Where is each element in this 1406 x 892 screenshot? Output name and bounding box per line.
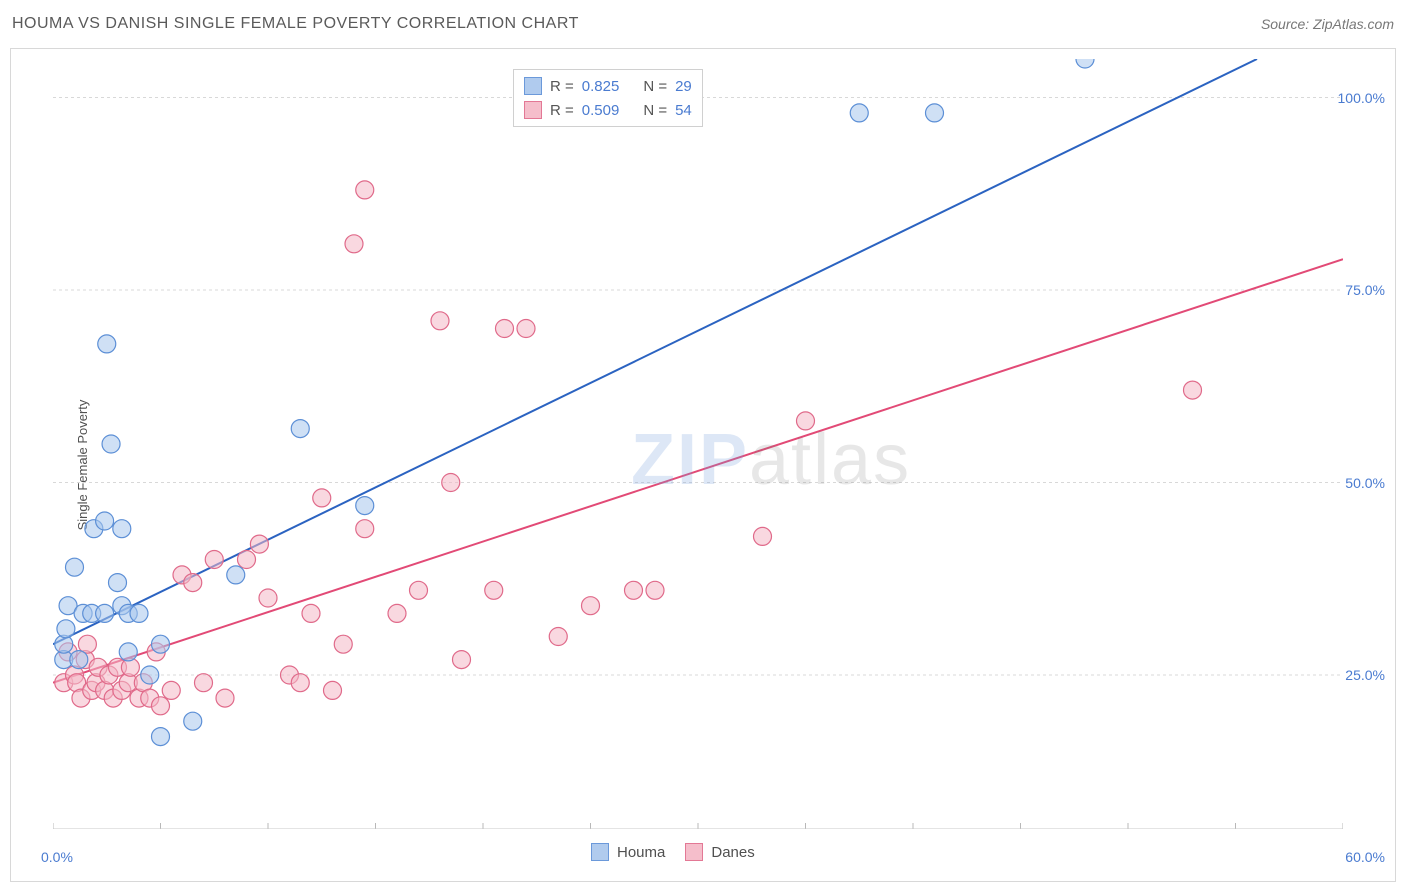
legend-swatch [524, 101, 542, 119]
x-tick-label-max: 60.0% [1345, 849, 1385, 865]
legend-n-label: N = [643, 102, 667, 119]
y-tick-label: 100.0% [1338, 90, 1385, 106]
chart-title: HOUMA VS DANISH SINGLE FEMALE POVERTY CO… [12, 15, 579, 33]
legend-series-item: Danes [685, 843, 754, 861]
legend-row: R = 0.509 N = 54 [524, 98, 692, 122]
legend-series-label: Houma [617, 844, 665, 861]
legend-correlation: R = 0.825 N = 29 R = 0.509 N = 54 [513, 69, 703, 127]
legend-n-value: 54 [675, 102, 692, 119]
legend-series-item: Houma [591, 843, 665, 861]
y-tick-label: 75.0% [1345, 282, 1385, 298]
x-tick-label-min: 0.0% [41, 849, 73, 865]
legend-n-value: 29 [675, 78, 692, 95]
legend-r-label: R = [550, 102, 574, 119]
legend-n-label: N = [643, 78, 667, 95]
legend-swatch [591, 843, 609, 861]
legend-series-label: Danes [711, 844, 754, 861]
legend-swatch [524, 77, 542, 95]
legend-r-value: 0.509 [582, 102, 620, 119]
y-tick-label: 50.0% [1345, 475, 1385, 491]
y-tick-label: 25.0% [1345, 667, 1385, 683]
plot-area [53, 59, 1343, 829]
legend-swatch [685, 843, 703, 861]
legend-row: R = 0.825 N = 29 [524, 74, 692, 98]
legend-r-label: R = [550, 78, 574, 95]
scatter-svg [53, 59, 1343, 829]
chart-source: Source: ZipAtlas.com [1261, 16, 1394, 32]
chart-frame: Single Female Poverty ZIPatlas R = 0.825… [10, 48, 1396, 882]
legend-series: Houma Danes [591, 843, 755, 861]
legend-r-value: 0.825 [582, 78, 620, 95]
